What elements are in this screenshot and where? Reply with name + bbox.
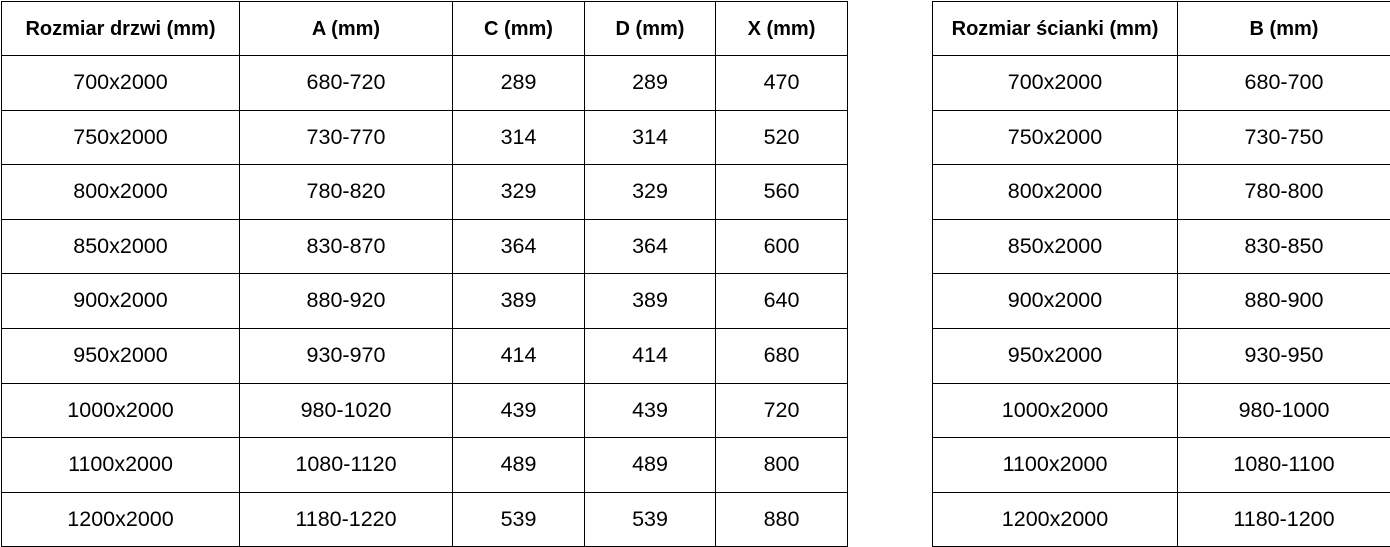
cell-c: 289 xyxy=(453,56,585,111)
cell-a: 880-920 xyxy=(240,274,453,329)
column-header-d: D (mm) xyxy=(585,2,716,56)
cell-x: 680 xyxy=(716,328,848,383)
cell-wall-size: 700x2000 xyxy=(933,56,1178,111)
cell-b: 1080-1100 xyxy=(1178,438,1390,493)
cell-door-size: 1100x2000 xyxy=(2,438,240,493)
cell-a: 830-870 xyxy=(240,219,453,274)
wall-size-table: Rozmiar ścianki (mm) B (mm) 700x2000 680… xyxy=(932,1,1390,547)
cell-x: 800 xyxy=(716,438,848,493)
cell-x: 560 xyxy=(716,165,848,220)
column-header-door-size: Rozmiar drzwi (mm) xyxy=(2,2,240,56)
cell-door-size: 950x2000 xyxy=(2,328,240,383)
cell-wall-size: 1100x2000 xyxy=(933,438,1178,493)
cell-x: 600 xyxy=(716,219,848,274)
cell-door-size: 1000x2000 xyxy=(2,383,240,438)
cell-wall-size: 950x2000 xyxy=(933,328,1178,383)
cell-a: 780-820 xyxy=(240,165,453,220)
cell-c: 439 xyxy=(453,383,585,438)
door-size-table: Rozmiar drzwi (mm) A (mm) C (mm) D (mm) … xyxy=(1,1,848,547)
table-row: 750x2000 730-770 314 314 520 xyxy=(2,110,848,165)
cell-d: 539 xyxy=(585,492,716,547)
cell-d: 389 xyxy=(585,274,716,329)
table-row: 700x2000 680-700 xyxy=(933,56,1390,111)
cell-d: 439 xyxy=(585,383,716,438)
cell-door-size: 900x2000 xyxy=(2,274,240,329)
cell-d: 414 xyxy=(585,328,716,383)
table-row: 950x2000 930-970 414 414 680 xyxy=(2,328,848,383)
table-row: 800x2000 780-800 xyxy=(933,165,1390,220)
cell-a: 980-1020 xyxy=(240,383,453,438)
column-header-b: B (mm) xyxy=(1178,2,1390,56)
cell-a: 1080-1120 xyxy=(240,438,453,493)
cell-wall-size: 1000x2000 xyxy=(933,383,1178,438)
door-size-table-head: Rozmiar drzwi (mm) A (mm) C (mm) D (mm) … xyxy=(2,2,848,56)
cell-wall-size: 850x2000 xyxy=(933,219,1178,274)
cell-d: 364 xyxy=(585,219,716,274)
cell-door-size: 800x2000 xyxy=(2,165,240,220)
cell-a: 680-720 xyxy=(240,56,453,111)
table-row: 1000x2000 980-1020 439 439 720 xyxy=(2,383,848,438)
cell-b: 830-850 xyxy=(1178,219,1390,274)
cell-d: 489 xyxy=(585,438,716,493)
column-header-a: A (mm) xyxy=(240,2,453,56)
cell-c: 364 xyxy=(453,219,585,274)
column-header-c: C (mm) xyxy=(453,2,585,56)
cell-d: 329 xyxy=(585,165,716,220)
cell-c: 489 xyxy=(453,438,585,493)
cell-door-size: 850x2000 xyxy=(2,219,240,274)
door-size-table-body: 700x2000 680-720 289 289 470 750x2000 73… xyxy=(2,56,848,547)
cell-b: 980-1000 xyxy=(1178,383,1390,438)
cell-wall-size: 1200x2000 xyxy=(933,492,1178,547)
table-row: 850x2000 830-870 364 364 600 xyxy=(2,219,848,274)
cell-b: 680-700 xyxy=(1178,56,1390,111)
column-header-x: X (mm) xyxy=(716,2,848,56)
cell-b: 730-750 xyxy=(1178,110,1390,165)
table-row: 1200x2000 1180-1220 539 539 880 xyxy=(2,492,848,547)
table-row: 700x2000 680-720 289 289 470 xyxy=(2,56,848,111)
table-row: 1200x2000 1180-1200 xyxy=(933,492,1390,547)
wall-size-table-head: Rozmiar ścianki (mm) B (mm) xyxy=(933,2,1390,56)
table-header-row: Rozmiar ścianki (mm) B (mm) xyxy=(933,2,1390,56)
table-row: 950x2000 930-950 xyxy=(933,328,1390,383)
cell-x: 880 xyxy=(716,492,848,547)
cell-x: 520 xyxy=(716,110,848,165)
cell-a: 730-770 xyxy=(240,110,453,165)
cell-b: 880-900 xyxy=(1178,274,1390,329)
cell-a: 930-970 xyxy=(240,328,453,383)
cell-c: 414 xyxy=(453,328,585,383)
cell-c: 329 xyxy=(453,165,585,220)
table-row: 1100x2000 1080-1100 xyxy=(933,438,1390,493)
cell-b: 1180-1200 xyxy=(1178,492,1390,547)
cell-d: 314 xyxy=(585,110,716,165)
cell-x: 470 xyxy=(716,56,848,111)
table-row: 800x2000 780-820 329 329 560 xyxy=(2,165,848,220)
cell-c: 389 xyxy=(453,274,585,329)
cell-x: 640 xyxy=(716,274,848,329)
cell-b: 930-950 xyxy=(1178,328,1390,383)
table-row: 850x2000 830-850 xyxy=(933,219,1390,274)
cell-wall-size: 800x2000 xyxy=(933,165,1178,220)
table-row: 1100x2000 1080-1120 489 489 800 xyxy=(2,438,848,493)
cell-wall-size: 900x2000 xyxy=(933,274,1178,329)
cell-d: 289 xyxy=(585,56,716,111)
cell-c: 539 xyxy=(453,492,585,547)
table-row: 900x2000 880-900 xyxy=(933,274,1390,329)
cell-door-size: 700x2000 xyxy=(2,56,240,111)
wall-size-table-body: 700x2000 680-700 750x2000 730-750 800x20… xyxy=(933,56,1390,547)
table-row: 900x2000 880-920 389 389 640 xyxy=(2,274,848,329)
cell-b: 780-800 xyxy=(1178,165,1390,220)
table-header-row: Rozmiar drzwi (mm) A (mm) C (mm) D (mm) … xyxy=(2,2,848,56)
cell-x: 720 xyxy=(716,383,848,438)
cell-door-size: 1200x2000 xyxy=(2,492,240,547)
cell-c: 314 xyxy=(453,110,585,165)
cell-door-size: 750x2000 xyxy=(2,110,240,165)
cell-a: 1180-1220 xyxy=(240,492,453,547)
table-row: 750x2000 730-750 xyxy=(933,110,1390,165)
cell-wall-size: 750x2000 xyxy=(933,110,1178,165)
column-header-wall-size: Rozmiar ścianki (mm) xyxy=(933,2,1178,56)
table-row: 1000x2000 980-1000 xyxy=(933,383,1390,438)
